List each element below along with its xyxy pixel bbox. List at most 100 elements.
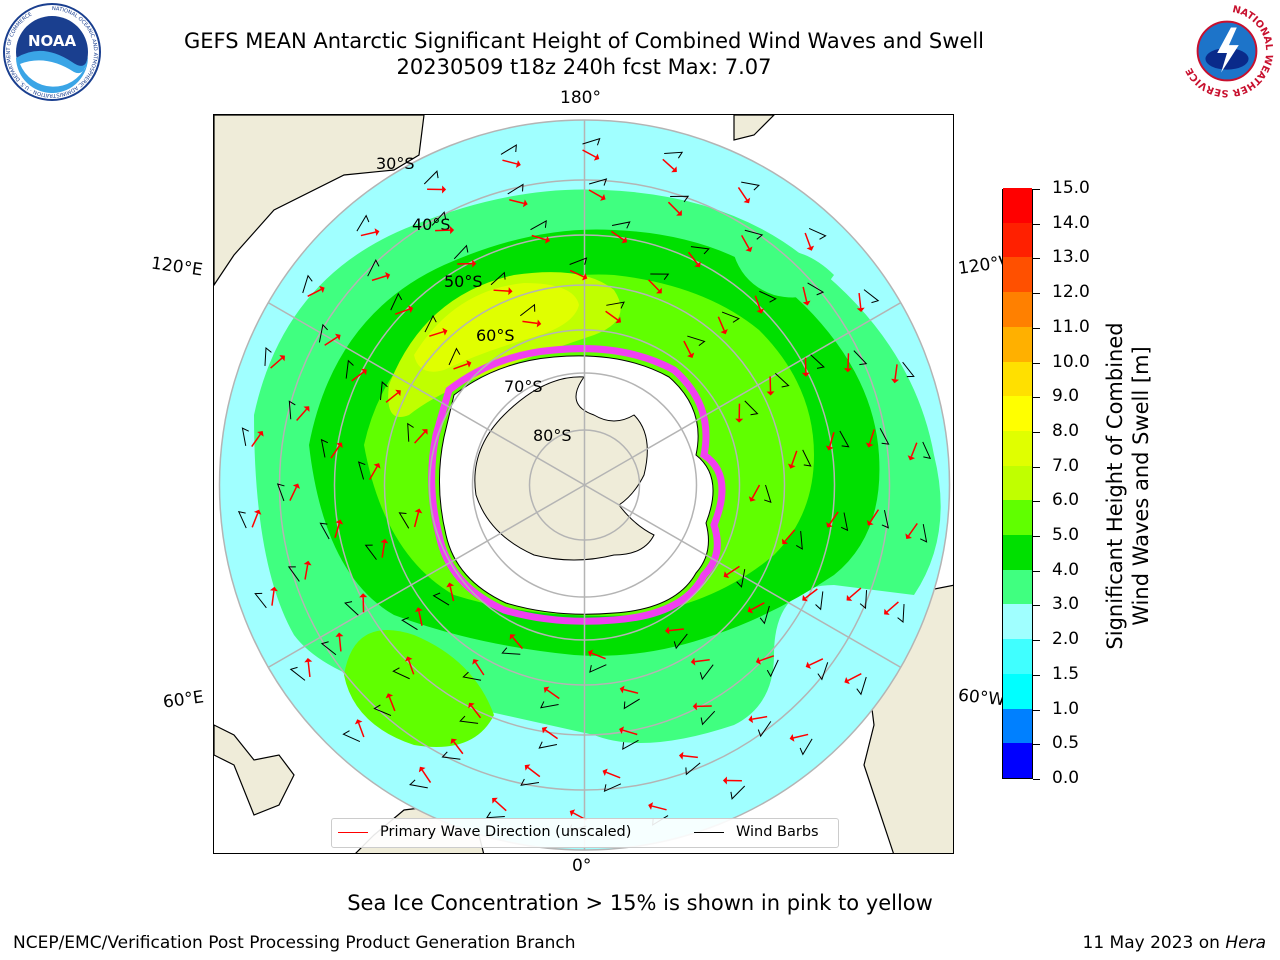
wind-barb bbox=[501, 647, 521, 655]
colorbar-tick-mark bbox=[1033, 536, 1040, 538]
colorbar-tick-mark bbox=[1033, 327, 1040, 329]
wave-arrow-head bbox=[414, 508, 423, 514]
wave-arrow-head bbox=[806, 245, 815, 251]
wave-arrow-shaft bbox=[414, 431, 426, 444]
wave-arrow-head bbox=[524, 764, 531, 771]
wave-arrow-head bbox=[449, 226, 455, 235]
wave-arrow-head bbox=[676, 210, 682, 216]
wind-barb bbox=[774, 373, 790, 388]
wave-arrow-head bbox=[543, 686, 550, 694]
wave-arrow-head bbox=[891, 378, 900, 384]
wind-barb bbox=[390, 292, 403, 311]
lat-label-60s: 60°S bbox=[476, 326, 515, 345]
wave-arrow-head bbox=[866, 519, 874, 526]
wave-arrow-head bbox=[735, 418, 744, 423]
colorbar-block bbox=[1003, 256, 1032, 293]
colorbar-tick-mark bbox=[1033, 779, 1040, 780]
latitude-labels: 30°S 40°S 50°S 60°S 70°S 80°S bbox=[376, 154, 572, 445]
wind-barb bbox=[839, 430, 850, 448]
colorbar-tick-mark bbox=[1033, 744, 1040, 746]
colorbar-block bbox=[1003, 395, 1032, 431]
wave-arrow-shaft bbox=[662, 158, 675, 170]
wind-barb bbox=[881, 510, 890, 529]
wave-arrow-shaft bbox=[802, 286, 808, 302]
wave-arrow-shaft bbox=[683, 340, 692, 355]
wind-barb bbox=[520, 303, 536, 317]
wave-arrow-head bbox=[587, 649, 594, 657]
colorbar-tick-label: 0.0 bbox=[1052, 768, 1080, 788]
wave-arrow-head bbox=[825, 445, 834, 451]
wave-arrow-shaft bbox=[858, 293, 862, 309]
noaa-logo: NOAA NATIONAL OCEANIC AND ATMOSPHERIC AD… bbox=[3, 3, 101, 101]
wind-barb bbox=[687, 335, 706, 346]
wave-arrow-head bbox=[826, 521, 833, 528]
wave-arrow-head bbox=[802, 300, 811, 306]
wave-arrow-shaft bbox=[894, 364, 898, 380]
colorbar-block bbox=[1003, 638, 1032, 674]
wind-barb bbox=[302, 274, 313, 294]
chart-subtitle: 20230509 t18z 240h fcst Max: 7.07 bbox=[396, 55, 772, 79]
wave-arrow-shaft bbox=[494, 800, 507, 812]
wind-barbs bbox=[237, 137, 932, 833]
wave-arrow-shaft bbox=[751, 484, 761, 499]
wave-arrow-head bbox=[678, 751, 684, 760]
wave-arrow-head bbox=[656, 287, 662, 294]
colorbar-tick-mark bbox=[1033, 258, 1040, 260]
wave-arrow-head bbox=[544, 235, 550, 244]
wave-arrow-head bbox=[404, 656, 413, 662]
colorbar-tick-mark bbox=[1033, 362, 1040, 364]
lon-label-60w: 60°W bbox=[957, 685, 1006, 711]
wind-barb bbox=[736, 569, 746, 588]
colorbar bbox=[1002, 187, 1033, 779]
colorbar-tick-mark bbox=[1033, 189, 1040, 190]
lat-label-30s: 30°S bbox=[376, 154, 415, 173]
wind-barb bbox=[507, 183, 524, 195]
wave-arrow-shaft bbox=[726, 565, 740, 576]
colorbar-tick-label: 2.0 bbox=[1052, 629, 1080, 650]
wind-barb bbox=[254, 592, 267, 609]
wave-arrow-head bbox=[748, 496, 756, 502]
wave-arrow-shaft bbox=[413, 512, 420, 528]
wave-arrow-shaft bbox=[622, 729, 638, 736]
wave-arrow-shaft bbox=[453, 363, 468, 370]
wave-arrow-shaft bbox=[394, 308, 410, 315]
colorbar-tick-mark bbox=[1033, 640, 1040, 642]
noaa-text: NOAA bbox=[28, 32, 77, 50]
wind-barb bbox=[320, 438, 329, 458]
wind-barb bbox=[897, 604, 905, 624]
lon-label-180: 180° bbox=[560, 88, 601, 108]
colorbar-tick-label: 13.0 bbox=[1052, 247, 1090, 268]
wind-barb bbox=[721, 311, 740, 323]
wave-arrow-shaft bbox=[381, 542, 386, 558]
wind-barb bbox=[530, 219, 547, 231]
wind-barb bbox=[276, 483, 285, 502]
colorbar-tick-label: 4.0 bbox=[1052, 559, 1080, 580]
wind-barb bbox=[490, 271, 506, 286]
colorbar-tick-label: 5.0 bbox=[1052, 525, 1080, 546]
wind-barb bbox=[569, 257, 588, 265]
wave-arrow-shaft bbox=[754, 295, 762, 311]
wave-arrow-head bbox=[755, 657, 761, 665]
wind-barb bbox=[863, 289, 880, 304]
wind-barb bbox=[500, 144, 517, 155]
wave-arrow-head bbox=[335, 333, 341, 341]
wave-arrow-shaft bbox=[546, 689, 560, 700]
colorbar-tick-label: 8.0 bbox=[1052, 420, 1080, 441]
wave-arrow-head bbox=[766, 391, 775, 396]
wave-arrow-head bbox=[844, 676, 850, 685]
wave-arrow-shaft bbox=[271, 590, 275, 606]
wave-arrow-shaft bbox=[869, 509, 880, 523]
wind-barb bbox=[459, 715, 479, 724]
chart-title: GEFS MEAN Antarctic Significant Height o… bbox=[183, 29, 985, 53]
wave-arrow-head bbox=[292, 483, 301, 489]
wave-arrow-shaft bbox=[360, 231, 376, 237]
wave-arrow-shaft bbox=[611, 230, 625, 241]
wave-arrow-head bbox=[446, 582, 455, 588]
wave-arrow-shaft bbox=[304, 564, 309, 580]
wind-barb bbox=[699, 664, 714, 681]
wind-barb bbox=[582, 137, 601, 146]
wave-arrow-shaft bbox=[470, 705, 482, 719]
wave-arrow-head bbox=[621, 236, 628, 244]
wave-arrow-head bbox=[619, 726, 625, 735]
wind-barb bbox=[807, 282, 825, 296]
